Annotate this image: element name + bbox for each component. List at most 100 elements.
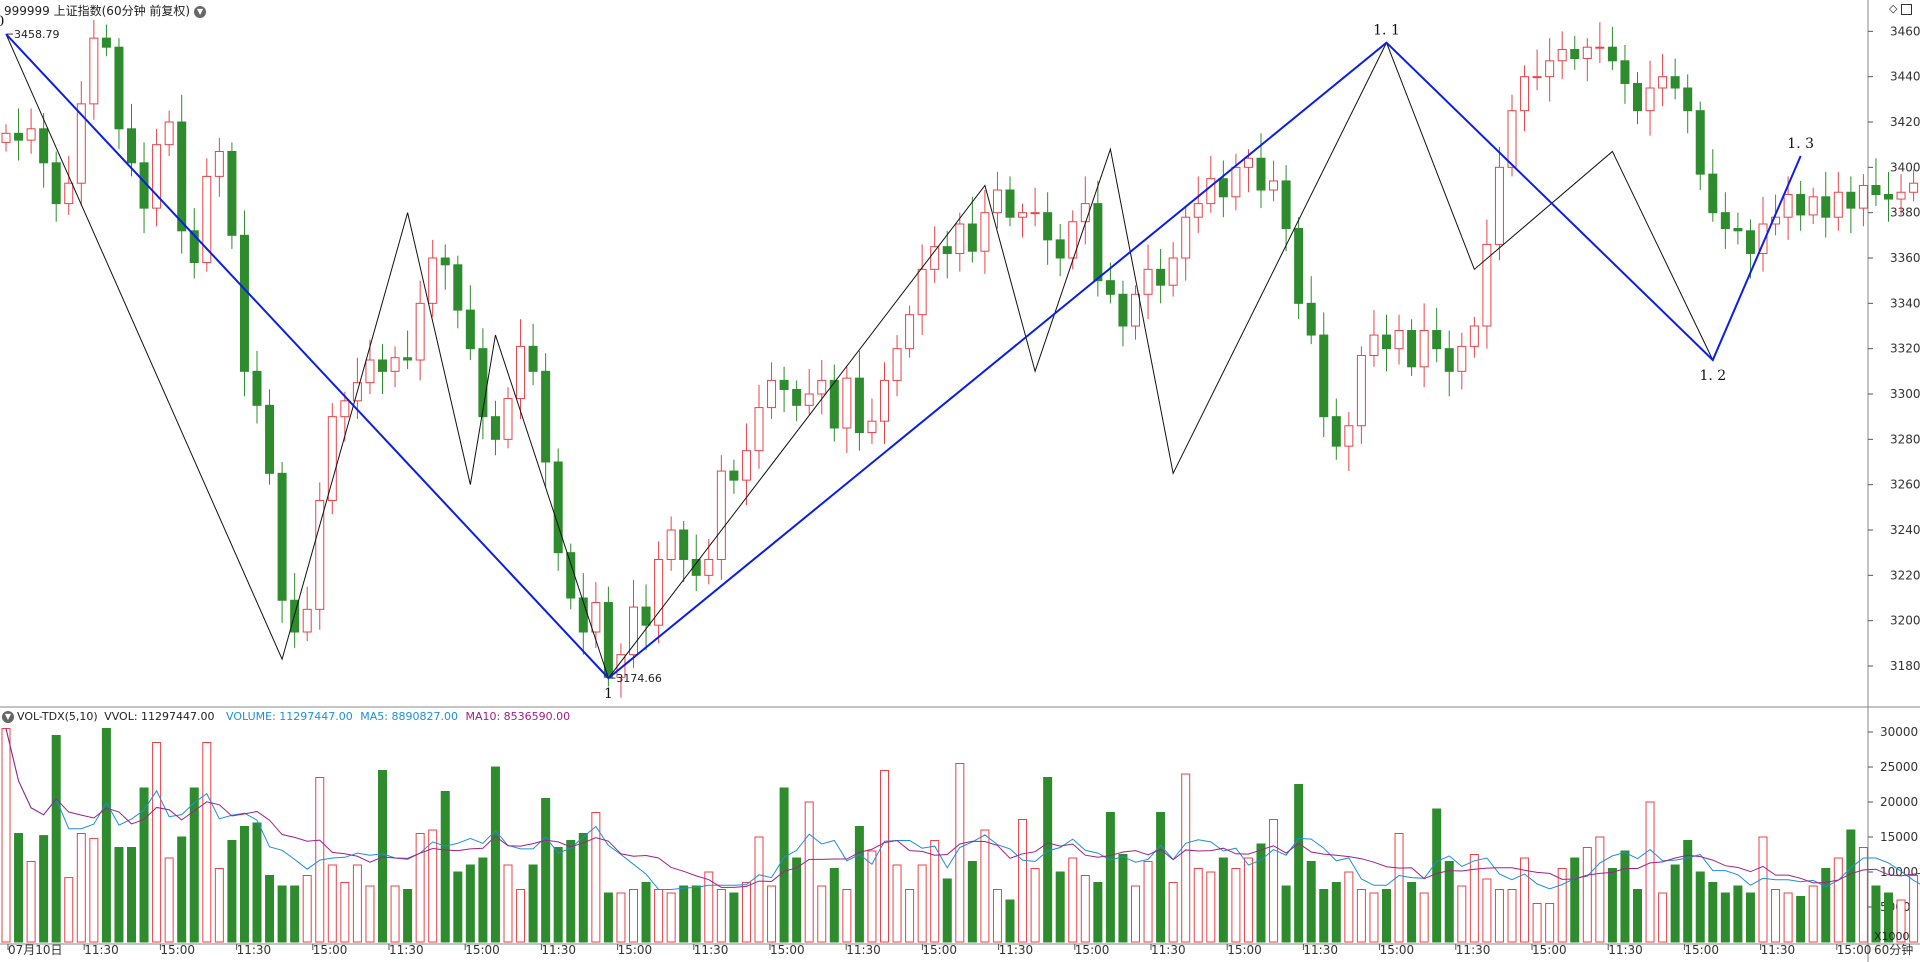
volume-bar (1846, 829, 1856, 943)
x-tick-label: 15:00 (465, 943, 500, 957)
candle-body (252, 370, 262, 406)
volume-bar (1018, 819, 1028, 943)
candle-body (1783, 194, 1793, 218)
volume-unit-label: X1000 (1874, 930, 1910, 943)
candle-body (942, 246, 952, 254)
wave-label: 1 (604, 686, 613, 702)
candle-body (1871, 184, 1881, 196)
top-right-controls[interactable]: ◇ (1889, 2, 1912, 15)
candle-body (1520, 76, 1530, 112)
candle-body (26, 128, 36, 141)
volume-bar (1771, 889, 1781, 943)
candle-body (1633, 82, 1642, 112)
volume-bar (1733, 885, 1743, 943)
candle-body (541, 370, 551, 463)
candle-body (39, 128, 49, 164)
candle-body (1356, 354, 1366, 427)
volume-bar (1331, 882, 1341, 943)
candle-body (1683, 87, 1693, 112)
candle-body (1620, 60, 1630, 84)
volume-bar (1469, 854, 1479, 943)
candle-body (1808, 196, 1818, 216)
volume-bar (1294, 784, 1304, 943)
candle-body (880, 379, 889, 422)
volume-bar (1156, 812, 1166, 943)
candle-body (1018, 212, 1028, 218)
volume-bar (992, 889, 1002, 943)
candle-body (1269, 180, 1279, 191)
wave-zigzag-main (5, 33, 1802, 680)
volume-bar (1055, 871, 1065, 943)
volume-bar (541, 798, 551, 943)
candle-body (967, 223, 977, 252)
volume-tick-label: 10000 (1880, 865, 1918, 879)
volume-bar (1231, 868, 1241, 943)
candle-body (1444, 348, 1454, 372)
candle-body (127, 128, 136, 164)
x-tick-label: 11:30 (1761, 943, 1796, 957)
volume-bar (1745, 892, 1755, 943)
volume-bar (1545, 903, 1555, 943)
period-label: 60分钟 (1874, 942, 1913, 957)
candle-body (378, 359, 387, 372)
candle-body (754, 407, 764, 452)
candle-body (1821, 196, 1831, 218)
x-tick-label: 15:00 (1227, 943, 1262, 957)
candle-body (980, 212, 990, 252)
candle-body (867, 420, 877, 434)
candle-body (1695, 110, 1705, 175)
vol-dropdown-icon[interactable]: ▼ (2, 711, 14, 723)
volume-bar (1181, 773, 1191, 943)
volume-bar (164, 857, 174, 943)
candle-body (917, 268, 927, 316)
title-dropdown-icon[interactable]: ▼ (194, 5, 207, 18)
volume-bar (503, 864, 513, 943)
volume-bar (1858, 847, 1868, 943)
candle-body (1331, 416, 1341, 447)
candle-body (641, 606, 651, 626)
candle-body (1306, 302, 1316, 336)
candle-body (1833, 191, 1843, 218)
x-tick-label: 11:30 (84, 943, 119, 957)
price-tick-label: 3240 (1890, 523, 1920, 537)
candle-body (804, 393, 814, 406)
volume-bar (290, 885, 300, 943)
volume-bar (666, 892, 676, 943)
candle-body (1570, 48, 1580, 60)
x-tick-label: 11:30 (1151, 943, 1186, 957)
diamond-icon[interactable]: ◇ (1889, 2, 1898, 15)
volume-bar (1695, 871, 1705, 943)
price-annotation: 3174.66 (616, 672, 662, 685)
volume-bar (1683, 840, 1693, 943)
x-tick-label: 15:00 (1532, 943, 1567, 957)
price-tick-label: 3460 (1890, 24, 1920, 38)
volume-bar (880, 770, 889, 943)
volume-bar (1319, 889, 1329, 943)
volume-bar (1193, 868, 1203, 943)
volume-bar (1833, 857, 1843, 943)
volume-bar (1093, 882, 1103, 943)
panel-toggle-icon[interactable] (1901, 3, 1912, 15)
x-tick-label: 11:30 (541, 943, 576, 957)
volume-bar (905, 889, 915, 943)
volume-bar (591, 812, 601, 943)
candle-body (1193, 203, 1203, 218)
candle-body (829, 379, 839, 429)
x-tick-label: 07月10日 (8, 943, 63, 957)
candle-body (741, 450, 751, 481)
volume-bar (1256, 843, 1266, 943)
candle-body (528, 345, 538, 372)
volume-tick-label: 20000 (1880, 795, 1918, 809)
volume-bar (566, 840, 576, 943)
volume-bar (365, 885, 375, 943)
volume-bar (930, 840, 940, 943)
candle-body (164, 121, 174, 146)
candle-body (64, 182, 74, 205)
vol-indicator: VOL-TDX(5,10) (17, 710, 98, 723)
candle-body (302, 608, 312, 633)
volume-bar (352, 864, 362, 943)
volume-bar (917, 864, 927, 943)
price-tick-label: 3360 (1890, 251, 1920, 265)
volume-bar (1507, 889, 1517, 943)
